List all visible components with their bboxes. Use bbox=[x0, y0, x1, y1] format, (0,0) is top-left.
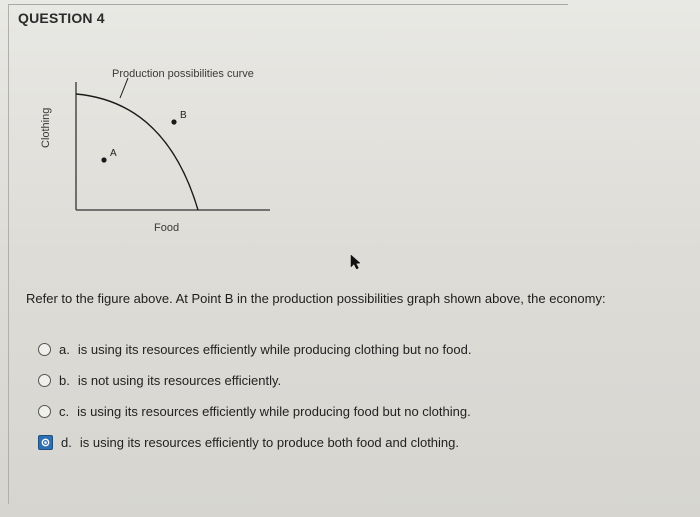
point-a bbox=[101, 157, 106, 162]
question-text: Refer to the figure above. At Point B in… bbox=[26, 290, 666, 308]
option-letter: c. bbox=[59, 404, 69, 419]
radio-icon bbox=[38, 405, 51, 418]
radio-icon bbox=[38, 343, 51, 356]
point-b bbox=[171, 119, 176, 124]
ppc-chart: Production possibilities curve Clothing … bbox=[46, 70, 306, 240]
chart-svg: A B bbox=[46, 70, 306, 240]
point-b-label: B bbox=[180, 110, 187, 121]
option-c[interactable]: c. is using its resources efficiently wh… bbox=[38, 404, 668, 419]
option-letter: a. bbox=[59, 342, 70, 357]
cursor-icon bbox=[350, 254, 364, 270]
options-list: a. is using its resources efficiently wh… bbox=[38, 326, 668, 466]
option-text: is not using its resources efficiently. bbox=[78, 373, 281, 388]
question-header: QUESTION 4 bbox=[18, 10, 105, 26]
left-border bbox=[8, 4, 9, 504]
radio-selected-icon bbox=[38, 435, 53, 450]
top-border bbox=[8, 4, 568, 5]
option-letter: b. bbox=[59, 373, 70, 388]
radio-icon bbox=[38, 374, 51, 387]
option-text: is using its resources efficiently to pr… bbox=[80, 435, 459, 450]
option-letter: d. bbox=[61, 435, 72, 450]
option-text: is using its resources efficiently while… bbox=[78, 342, 472, 357]
point-a-label: A bbox=[110, 148, 117, 159]
option-text: is using its resources efficiently while… bbox=[77, 404, 471, 419]
option-a[interactable]: a. is using its resources efficiently wh… bbox=[38, 342, 668, 357]
x-axis-label: Food bbox=[154, 222, 179, 234]
y-axis-label: Clothing bbox=[40, 108, 52, 148]
option-d[interactable]: d. is using its resources efficiently to… bbox=[38, 435, 668, 450]
chart-title: Production possibilities curve bbox=[112, 68, 254, 80]
option-b[interactable]: b. is not using its resources efficientl… bbox=[38, 373, 668, 388]
title-leader bbox=[120, 78, 128, 98]
